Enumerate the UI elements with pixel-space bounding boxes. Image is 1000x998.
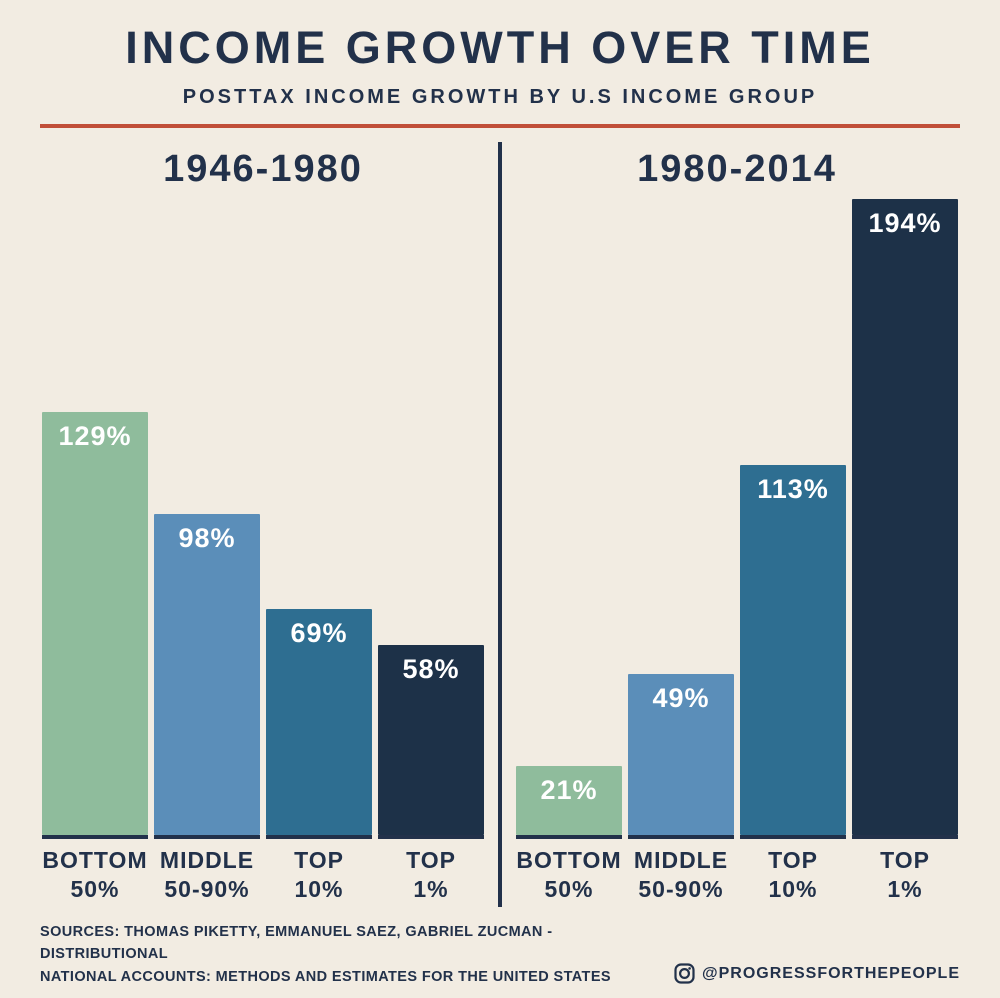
baseline-tick <box>628 835 734 839</box>
bar-value-label: 21% <box>540 775 598 805</box>
instagram-icon <box>674 963 695 985</box>
bar: 21% <box>516 766 622 835</box>
page-title: INCOME GROWTH OVER TIME <box>125 22 875 73</box>
bar-column: 129% BOTTOM 50% <box>42 412 148 907</box>
category-label: TOP 1% <box>880 847 930 902</box>
bars-group: 129% BOTTOM 50% 98% MIDDLE 50-90% 69% TOP 10% 58%… <box>40 199 486 907</box>
bar: 129% <box>42 412 148 835</box>
bars-group: 21% BOTTOM 50% 49% MIDDLE 50-90% 113% TOP 10% 194… <box>514 199 960 907</box>
category-label: MIDDLE 50-90% <box>633 847 729 902</box>
bar: 113% <box>740 465 846 835</box>
panel-1980-2014: 1980-2014 21% BOTTOM 50% 49% MIDDLE 50-90% 113… <box>514 134 960 907</box>
bar-value-label: 113% <box>757 474 829 504</box>
category-label: TOP 1% <box>406 847 456 902</box>
instagram-credit: @PROGRESSFORTHEPEOPLE <box>674 963 960 988</box>
bar-chart: 1946-1980 129% BOTTOM 50% 98% MIDDLE 50-90% 69… <box>40 134 960 907</box>
bar: 69% <box>266 609 372 835</box>
baseline-tick <box>266 835 372 839</box>
bar-value-label: 98% <box>178 523 236 553</box>
vertical-divider-line <box>498 142 502 907</box>
bar-value-label: 69% <box>290 618 348 648</box>
category-label: BOTTOM 50% <box>42 847 148 902</box>
bar: 49% <box>628 674 734 835</box>
sources-text: SOURCES: THOMAS PIKETTY, EMMANUEL SAEZ, … <box>40 921 674 988</box>
sources-line-2: NATIONAL ACCOUNTS: METHODS AND ESTIMATES… <box>40 968 611 985</box>
footer: SOURCES: THOMAS PIKETTY, EMMANUEL SAEZ, … <box>40 921 960 988</box>
bar-column: 21% BOTTOM 50% <box>516 766 622 907</box>
baseline-tick <box>740 835 846 839</box>
bar: 98% <box>154 514 260 835</box>
panel-title: 1980-2014 <box>637 148 837 190</box>
baseline-tick <box>42 835 148 839</box>
bar-column: 194% TOP 1% <box>852 199 958 907</box>
baseline-tick <box>154 835 260 839</box>
baseline-tick <box>516 835 622 839</box>
accent-divider-line <box>40 124 960 128</box>
category-label: TOP 10% <box>768 847 818 902</box>
bar-value-label: 194% <box>868 208 942 238</box>
panel-title: 1946-1980 <box>163 148 363 190</box>
category-label: BOTTOM 50% <box>516 847 622 902</box>
category-label: MIDDLE 50-90% <box>159 847 255 902</box>
bar-column: 58% TOP 1% <box>378 645 484 907</box>
bar: 194% <box>852 199 958 835</box>
bar: 58% <box>378 645 484 835</box>
bar-column: 98% MIDDLE 50-90% <box>154 514 260 907</box>
bar-column: 49% MIDDLE 50-90% <box>628 674 734 907</box>
baseline-tick <box>378 835 484 839</box>
panel-1946-1980: 1946-1980 129% BOTTOM 50% 98% MIDDLE 50-90% 69… <box>40 134 486 907</box>
instagram-handle: @PROGRESSFORTHEPEOPLE <box>702 964 960 982</box>
baseline-tick <box>852 835 958 839</box>
page-subtitle: POSTTAX INCOME GROWTH BY U.S INCOME GROU… <box>182 86 818 108</box>
bar-value-label: 49% <box>652 683 710 713</box>
bar-column: 113% TOP 10% <box>740 465 846 907</box>
bar-value-label: 129% <box>58 421 132 451</box>
bar-column: 69% TOP 10% <box>266 609 372 907</box>
bar-value-label: 58% <box>402 654 460 684</box>
sources-line-1: SOURCES: THOMAS PIKETTY, EMMANUEL SAEZ, … <box>40 924 553 963</box>
category-label: TOP 10% <box>294 847 344 902</box>
